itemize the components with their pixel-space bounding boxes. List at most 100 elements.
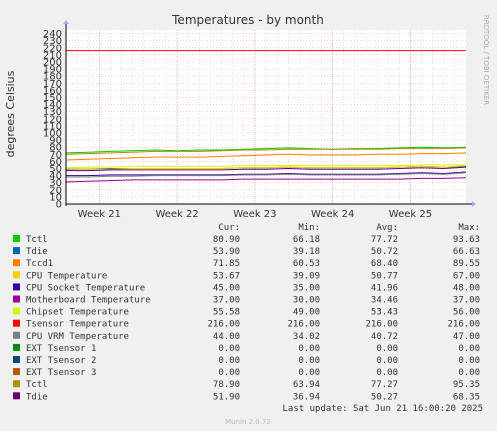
legend-label: Chipset Temperature [26,308,129,318]
legend-value-min: 66.18 [293,235,320,245]
legend-header: Avg: [376,223,398,233]
series-line-6 [65,177,467,183]
legend-label: Tdie [26,392,48,402]
legend-value-avg: 50.77 [371,271,398,281]
legend-value-cur: 53.90 [213,247,240,257]
y-tick-label: 180 [43,72,62,83]
legend-value-cur: 53.67 [213,271,240,281]
legend-value-min: 0.00 [298,356,320,366]
legend: Cur: Min: Avg: Max: Tctl 80.90 66.18 77.72 93.63… [13,223,480,402]
y-tick-label: 10 [49,192,62,203]
legend-value-min: 30.00 [293,296,320,306]
legend-value-max: 0.00 [458,356,480,366]
y-tick-label: 30 [49,178,62,189]
legend-value-cur: 0.00 [218,356,240,366]
legend-value-cur: 45.00 [213,283,240,293]
legend-swatch [13,392,20,400]
legend-value-cur: 44.00 [213,332,240,342]
legend-swatch [13,283,20,291]
legend-swatch [13,368,20,376]
series-line-13 [65,147,467,155]
legend-value-avg: 53.43 [371,308,398,318]
x-tick-label: Week 24 [311,209,354,220]
x-axis-arrow [472,201,476,207]
x-tick-label: Week 21 [78,209,121,220]
y-tick-label: 70 [49,150,62,161]
y-tick-label: 150 [43,93,62,104]
legend-value-avg: 41.96 [371,283,398,293]
legend-value-max: 37.00 [453,296,480,306]
axes: 0102030405060708090100110120130140150160… [43,20,476,220]
series-line-5 [66,171,467,177]
legend-value-avg: 34.46 [371,296,398,306]
legend-value-cur: 51.90 [213,392,240,402]
y-axis-label: degrees Celsius [4,70,17,157]
legend-value-max: 0.00 [458,368,480,378]
series-lines [65,50,467,205]
legend-label: EXT Tsensor 1 [26,344,96,354]
y-tick-label: 160 [43,86,62,97]
series-line-9 [66,172,467,178]
legend-value-max: 56.00 [453,308,480,318]
y-tick-label: 200 [43,57,62,68]
legend-value-max: 67.00 [453,271,480,281]
legend-value-max: 66.63 [453,247,480,257]
legend-swatch [13,380,20,388]
legend-value-cur: 0.00 [218,344,240,354]
legend-value-max: 95.35 [453,380,480,390]
x-tick-label: Week 25 [389,209,432,220]
series-line-7 [65,164,466,169]
legend-label: EXT Tsensor 2 [26,356,96,366]
y-tick-label: 220 [43,43,62,54]
legend-value-min: 0.00 [298,368,320,378]
legend-value-min: 0.00 [298,344,320,354]
legend-swatch [13,331,20,339]
legend-value-avg: 40.72 [371,332,398,342]
legend-value-avg: 77.72 [371,235,398,245]
legend-swatch [13,307,20,315]
legend-label: EXT Tsensor 3 [26,368,96,378]
y-tick-label: 20 [49,185,62,196]
y-tick-label: 230 [43,36,62,47]
legend-value-avg: 77.27 [371,380,398,390]
legend-value-cur: 55.58 [213,308,240,318]
y-tick-label: 50 [49,164,62,175]
legend-label: Tsensor Temperature [26,320,129,330]
y-tick-label: 0 [56,200,62,211]
legend-label: Motherboard Temperature [26,296,151,306]
legend-value-max: 89.55 [453,259,480,269]
legend-value-max: 68.35 [453,392,480,402]
legend-value-avg: 216.00 [365,320,398,330]
munin-version: Munin 2.0.73 [225,418,271,426]
legend-value-max: 216.00 [447,320,480,330]
legend-value-max: 0.00 [458,344,480,354]
y-tick-label: 240 [43,29,62,40]
legend-value-max: 48.00 [453,283,480,293]
legend-value-avg: 0.00 [376,356,398,366]
y-tick-label: 80 [49,143,62,154]
legend-swatch [13,295,20,303]
legend-swatch [13,343,20,351]
y-tick-label: 100 [43,128,62,139]
series-line-1 [65,146,467,154]
grid [66,30,466,204]
legend-header: Max: [458,223,480,233]
last-update: Last update: Sat Jun 21 16:00:20 2025 [283,404,483,414]
legend-value-min: 60.53 [293,259,320,269]
legend-value-avg: 50.27 [371,392,398,402]
y-tick-label: 140 [43,100,62,111]
legend-label: CPU VRM Temperature [26,332,129,342]
legend-value-min: 39.18 [293,247,320,257]
y-tick-label: 190 [43,65,62,76]
rrdtool-credit: RRDTOOL / TOBI OETIKER [482,15,490,105]
series-line-4 [65,165,467,171]
legend-header: Min: [298,223,320,233]
legend-value-cur: 71.85 [213,259,240,269]
legend-header: Cur: [218,223,240,233]
y-tick-label: 60 [49,157,62,168]
series-line-3 [65,152,467,161]
legend-value-cur: 0.00 [218,368,240,378]
legend-label: CPU Temperature [26,271,107,281]
legend-swatch [13,235,20,242]
